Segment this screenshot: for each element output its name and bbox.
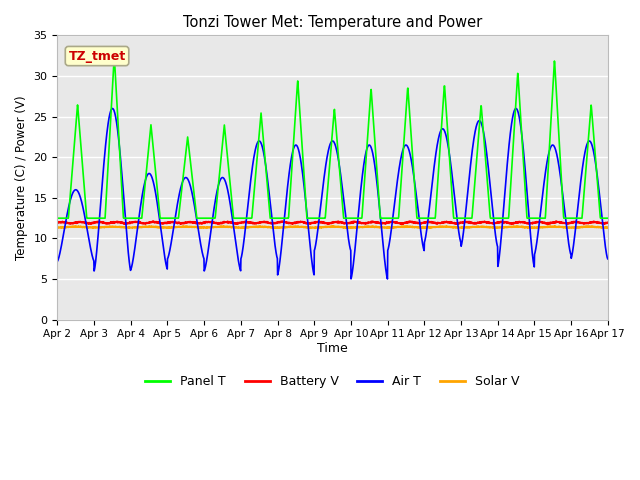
Solar V	[145, 223, 153, 229]
Line: Solar V: Solar V	[58, 226, 608, 228]
Panel T	[604, 216, 612, 221]
Title: Tonzi Tower Met: Temperature and Power: Tonzi Tower Met: Temperature and Power	[183, 15, 482, 30]
Battery V	[493, 220, 500, 226]
Battery V	[604, 220, 612, 226]
Battery V	[361, 220, 369, 226]
Solar V	[349, 225, 356, 230]
Air T	[361, 157, 369, 163]
Air T	[571, 232, 579, 238]
Battery V	[207, 219, 214, 225]
Panel T	[111, 53, 118, 59]
Solar V	[383, 225, 391, 231]
Legend: Panel T, Battery V, Air T, Solar V: Panel T, Battery V, Air T, Solar V	[141, 370, 525, 393]
Air T	[207, 227, 215, 232]
Battery V	[324, 221, 332, 227]
Line: Panel T: Panel T	[58, 56, 608, 218]
Air T	[54, 258, 61, 264]
Air T	[383, 276, 391, 282]
Panel T	[207, 216, 215, 221]
Line: Air T: Air T	[58, 108, 608, 279]
Solar V	[207, 225, 215, 230]
Solar V	[54, 225, 61, 230]
Air T	[604, 256, 612, 262]
Y-axis label: Temperature (C) / Power (V): Temperature (C) / Power (V)	[15, 95, 28, 260]
Solar V	[361, 224, 369, 229]
Text: TZ_tmet: TZ_tmet	[68, 49, 125, 62]
Line: Battery V: Battery V	[58, 221, 608, 224]
Air T	[493, 240, 500, 246]
Air T	[349, 267, 356, 273]
Solar V	[571, 225, 579, 230]
Panel T	[571, 216, 579, 221]
Panel T	[361, 178, 369, 184]
Panel T	[349, 216, 356, 221]
Air T	[109, 106, 116, 111]
Battery V	[54, 220, 61, 226]
Solar V	[556, 224, 563, 230]
Panel T	[54, 216, 61, 221]
Solar V	[493, 225, 500, 230]
X-axis label: Time: Time	[317, 342, 348, 355]
Panel T	[493, 216, 500, 221]
Panel T	[556, 139, 563, 145]
Battery V	[571, 219, 579, 225]
Battery V	[556, 219, 563, 225]
Battery V	[349, 219, 356, 225]
Battery V	[552, 218, 560, 224]
Air T	[556, 167, 563, 173]
Solar V	[604, 225, 612, 230]
